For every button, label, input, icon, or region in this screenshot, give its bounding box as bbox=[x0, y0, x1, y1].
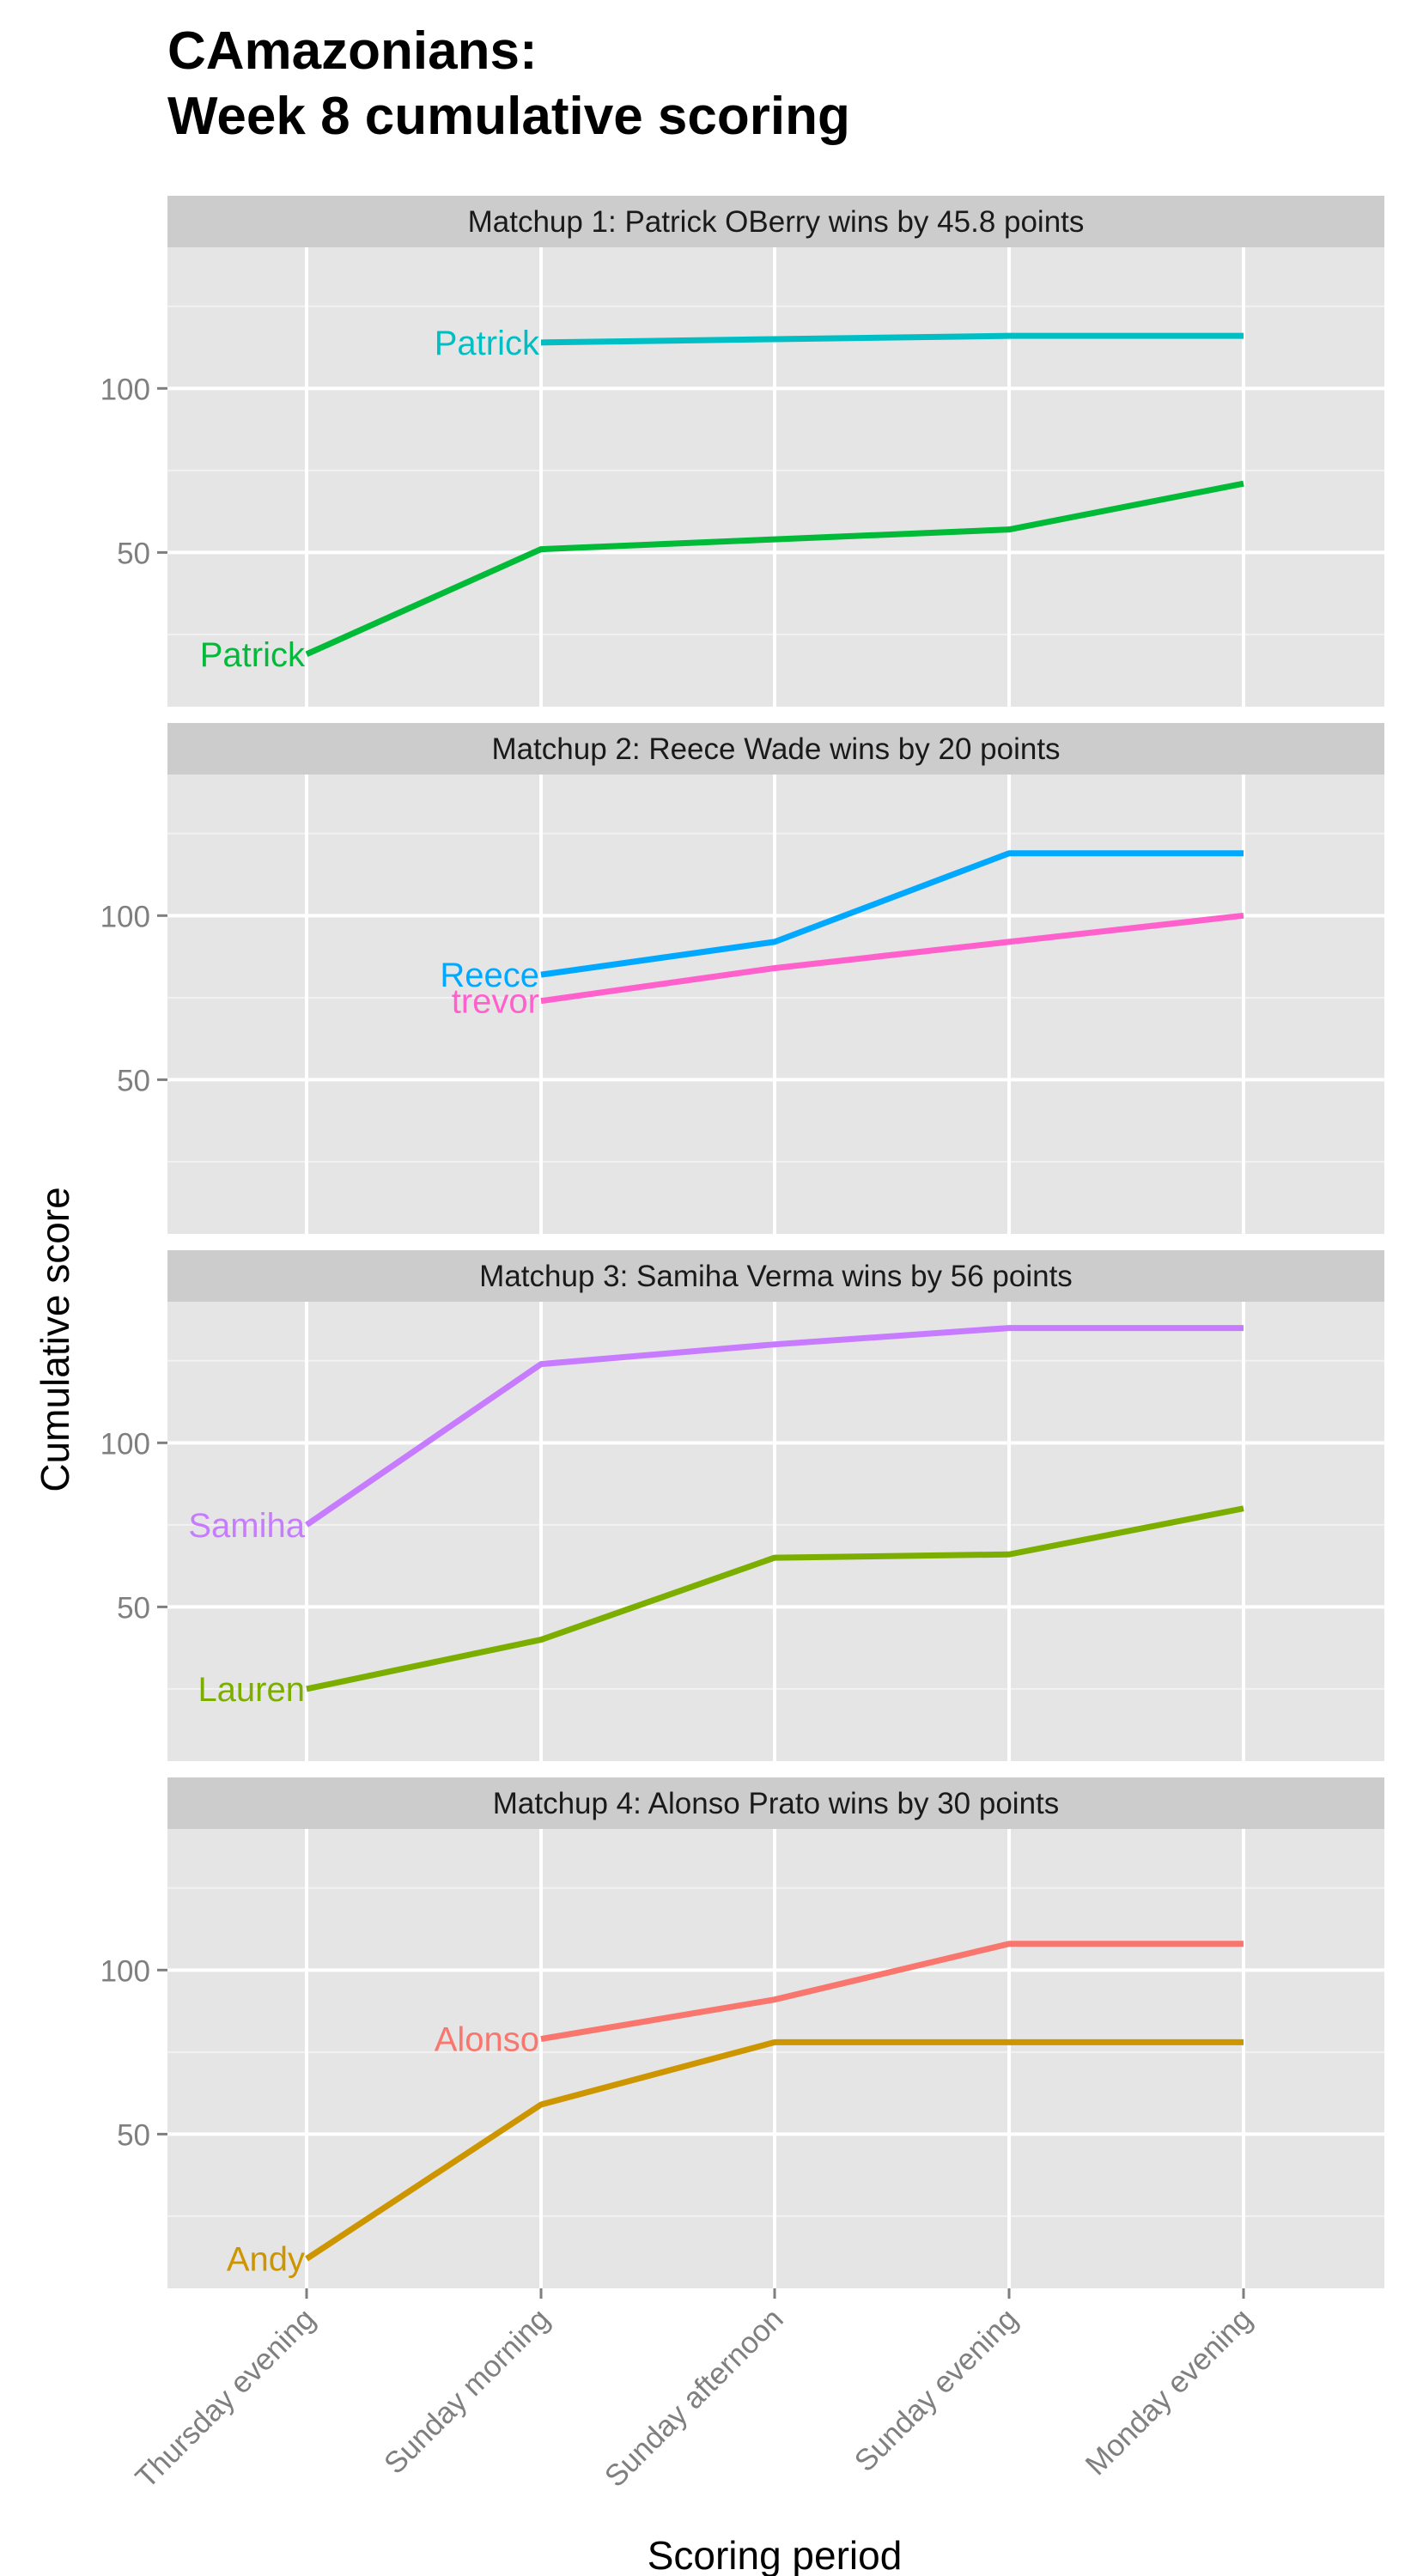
y-tick-label: 50 bbox=[117, 1591, 150, 1625]
series-label-lauren: Lauren bbox=[198, 1671, 305, 1709]
x-tick-label: Sunday evening bbox=[848, 2302, 1025, 2478]
x-tick-label: Thursday evening bbox=[129, 2302, 321, 2494]
chart-title-line-1: CAmazonians: bbox=[167, 21, 538, 81]
chart-panels: Matchup 1: Patrick OBerry wins by 45.8 p… bbox=[100, 196, 1384, 2288]
panel-strip bbox=[167, 1250, 1384, 1302]
panel-strip-label: Matchup 2: Reece Wade wins by 20 points bbox=[491, 732, 1060, 766]
panel-3: Matchup 3: Samiha Verma wins by 56 point… bbox=[100, 1250, 1384, 1761]
panel-1: Matchup 1: Patrick OBerry wins by 45.8 p… bbox=[100, 196, 1384, 707]
y-tick-label: 100 bbox=[100, 1427, 150, 1461]
x-axis-label: Scoring period bbox=[648, 2533, 903, 2576]
panel-2: Matchup 2: Reece Wade wins by 20 points 5… bbox=[100, 723, 1384, 1234]
panel-4: Matchup 4: Alonso Prato wins by 30 point… bbox=[100, 1777, 1384, 2288]
panel-strip-label: Matchup 1: Patrick OBerry wins by 45.8 p… bbox=[468, 205, 1085, 239]
series-line-patrick bbox=[540, 332, 1244, 346]
y-tick-label: 100 bbox=[100, 900, 150, 933]
series-line-lauren bbox=[306, 1505, 1244, 1692]
series-label-patrick: Patrick bbox=[435, 325, 540, 362]
x-tick-label: Sunday morning bbox=[378, 2302, 556, 2481]
y-tick-label: 100 bbox=[100, 373, 150, 406]
chart-title-line-2: Week 8 cumulative scoring bbox=[167, 87, 850, 146]
y-tick-label: 100 bbox=[100, 1954, 150, 1988]
panel-strip-label: Matchup 4: Alonso Prato wins by 30 point… bbox=[493, 1787, 1060, 1820]
series-line-andy bbox=[305, 2038, 1244, 2262]
series-label-trevor: trevor bbox=[452, 983, 539, 1021]
series-label-samiha: Samiha bbox=[188, 1507, 305, 1545]
y-tick-label: 50 bbox=[117, 537, 150, 570]
y-tick-label: 50 bbox=[117, 2118, 150, 2152]
series-label-andy: Andy bbox=[227, 2241, 305, 2279]
x-tick-label: Monday evening bbox=[1079, 2302, 1258, 2482]
y-axis-label: Cumulative score bbox=[33, 1187, 77, 1492]
panel-strip bbox=[167, 723, 1384, 775]
series-label-alonso: Alonso bbox=[435, 2021, 539, 2059]
series-line-patrick bbox=[305, 480, 1244, 658]
x-axis: Thursday evening Sunday morning Sunday aft… bbox=[129, 2288, 1259, 2494]
panel-strip bbox=[167, 196, 1384, 247]
series-label-patrick: Patrick bbox=[200, 636, 306, 674]
series-line-trevor bbox=[540, 912, 1244, 1005]
y-tick-label: 50 bbox=[117, 1064, 150, 1097]
series-line-samiha bbox=[305, 1325, 1244, 1528]
series-label-reece: Reece bbox=[440, 957, 539, 994]
panel-strip bbox=[167, 1777, 1384, 1829]
chart-title: CAmazonians: Week 8 cumulative scoring bbox=[167, 19, 850, 149]
x-tick-label: Sunday afternoon bbox=[599, 2302, 790, 2494]
series-line-reece bbox=[540, 850, 1244, 978]
panel-strip-label: Matchup 3: Samiha Verma wins by 56 point… bbox=[479, 1260, 1073, 1293]
series-line-alonso bbox=[540, 1941, 1244, 2043]
